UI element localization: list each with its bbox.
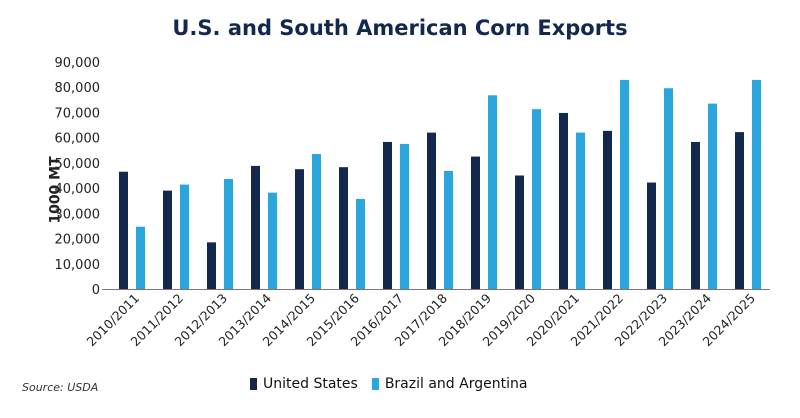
bar-united-states-2013-2014 — [251, 165, 260, 289]
bar-brazil-argentina-2016-2017 — [400, 143, 409, 289]
bar-brazil-argentina-2014-2015 — [312, 154, 321, 289]
bar-brazil-argentina-2020-2021 — [576, 132, 585, 289]
bar-brazil-argentina-2023-2024 — [708, 103, 717, 289]
y-tick-label: 70,000 — [55, 106, 101, 121]
bar-united-states-2012-2013 — [207, 242, 216, 289]
bar-brazil-argentina-2019-2020 — [532, 109, 541, 289]
legend: United States Brazil and Argentina — [250, 376, 527, 392]
y-tick-label: 80,000 — [55, 81, 101, 96]
bar-brazil-argentina-2013-2014 — [268, 192, 277, 289]
bar-brazil-argentina-2018-2019 — [488, 95, 497, 289]
legend-item-brazil-argentina: Brazil and Argentina — [371, 376, 528, 392]
bar-brazil-argentina-2022-2023 — [664, 88, 673, 289]
bar-brazil-argentina-2017-2018 — [444, 170, 453, 289]
bar-united-states-2023-2024 — [691, 141, 700, 289]
bar-brazil-argentina-2024-2025 — [752, 79, 761, 289]
source-note: Source: USDA — [22, 381, 99, 394]
bar-united-states-2018-2019 — [471, 156, 480, 289]
legend-swatch-brazil-argentina — [371, 378, 379, 390]
y-tick-label: 10,000 — [55, 258, 101, 273]
bar-united-states-2015-2016 — [339, 167, 348, 289]
bar-united-states-2014-2015 — [295, 169, 304, 289]
legend-label-brazil-argentina: Brazil and Argentina — [384, 376, 528, 392]
bar-brazil-argentina-2012-2013 — [224, 179, 233, 289]
bar-united-states-2010-2011 — [119, 171, 128, 289]
bar-brazil-argentina-2011-2012 — [180, 184, 189, 289]
bar-united-states-2020-2021 — [559, 112, 568, 290]
y-tick-label: 50,000 — [55, 157, 101, 172]
bar-brazil-argentina-2021-2022 — [620, 79, 629, 289]
bar-brazil-argentina-2010-2011 — [136, 226, 145, 289]
legend-item-united-states: United States — [250, 376, 358, 392]
bar-united-states-2017-2018 — [427, 132, 436, 289]
bar-united-states-2019-2020 — [515, 175, 524, 289]
bar-united-states-2024-2025 — [735, 132, 744, 289]
legend-swatch-united-states — [250, 378, 257, 390]
y-tick-label: 0 — [92, 283, 100, 298]
y-tick-label: 30,000 — [55, 207, 101, 222]
bar-united-states-2022-2023 — [647, 182, 656, 289]
y-tick-label: 40,000 — [55, 182, 101, 197]
legend-label-united-states: United States — [263, 376, 358, 392]
bar-brazil-argentina-2015-2016 — [356, 198, 365, 289]
bar-united-states-2011-2012 — [163, 190, 172, 289]
y-tick-label: 90,000 — [55, 56, 101, 71]
y-tick-label: 20,000 — [55, 233, 101, 248]
bar-united-states-2016-2017 — [383, 141, 392, 289]
bar-united-states-2021-2022 — [603, 130, 612, 289]
chart-title: U.S. and South American Corn Exports — [172, 16, 628, 40]
y-tick-label: 60,000 — [55, 132, 101, 147]
